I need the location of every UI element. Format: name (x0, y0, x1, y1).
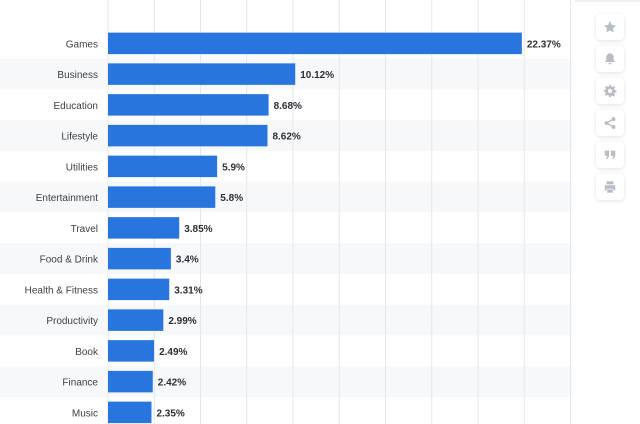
row-stripe (0, 304, 572, 336)
data-label: 3.85% (184, 224, 212, 235)
bell-icon (605, 53, 615, 65)
chart-toolbar (596, 14, 626, 200)
row-stripe (0, 366, 572, 397)
data-label: 5.9% (222, 162, 245, 173)
category-label: Entertainment (36, 193, 98, 204)
category-label: Travel (71, 224, 98, 235)
bar (108, 217, 180, 239)
bar (108, 124, 268, 147)
bar (108, 278, 170, 301)
bar (108, 340, 155, 362)
quote-icon (604, 150, 616, 159)
data-label: 8.68% (274, 101, 302, 112)
bar-chart: Games 22.37% Business 10.12% Education 8.68% L… (0, 0, 572, 424)
star-icon (604, 21, 616, 33)
data-label: 3.31% (174, 285, 202, 296)
favorite-button[interactable] (596, 14, 624, 40)
row-stripe (0, 120, 572, 151)
bar (108, 247, 171, 270)
data-label: 2.49% (159, 347, 187, 358)
share-button[interactable] (596, 110, 624, 136)
chart-panel: Games 22.37% Business 10.12% Education 8.68% L… (0, 0, 572, 424)
data-label: 5.8% (220, 193, 243, 204)
data-label: 2.99% (168, 316, 196, 327)
data-label: 22.37% (527, 39, 561, 50)
category-label: Productivity (46, 316, 98, 327)
category-label: Lifestyle (61, 132, 98, 143)
data-label: 2.42% (158, 378, 186, 389)
category-label: Business (57, 70, 98, 81)
notification-button[interactable] (596, 46, 624, 72)
data-label: 8.62% (272, 132, 300, 143)
bar (108, 370, 153, 393)
category-label: Book (75, 347, 99, 358)
row-stripe (0, 181, 572, 213)
bar (108, 63, 296, 85)
bar (108, 309, 164, 331)
category-label: Food & Drink (40, 255, 99, 266)
category-label: Games (66, 39, 98, 50)
share-icon (604, 117, 616, 129)
data-label: 2.35% (156, 408, 184, 419)
row-stripe (0, 243, 572, 274)
data-label: 3.4% (176, 255, 199, 266)
category-label: Health & Fitness (25, 285, 98, 296)
bar (108, 401, 152, 424)
data-label: 10.12% (300, 70, 334, 81)
bar (108, 94, 269, 116)
settings-button[interactable] (596, 78, 624, 104)
bar (108, 186, 216, 208)
category-label: Education (54, 101, 98, 112)
gear-icon (603, 84, 617, 98)
print-icon (604, 181, 616, 193)
category-label: Music (72, 408, 98, 419)
bar (108, 155, 218, 178)
category-label: Finance (62, 378, 98, 389)
bar (108, 32, 522, 55)
print-button[interactable] (596, 174, 624, 200)
cite-button[interactable] (596, 142, 624, 168)
category-label: Utilities (66, 162, 98, 173)
